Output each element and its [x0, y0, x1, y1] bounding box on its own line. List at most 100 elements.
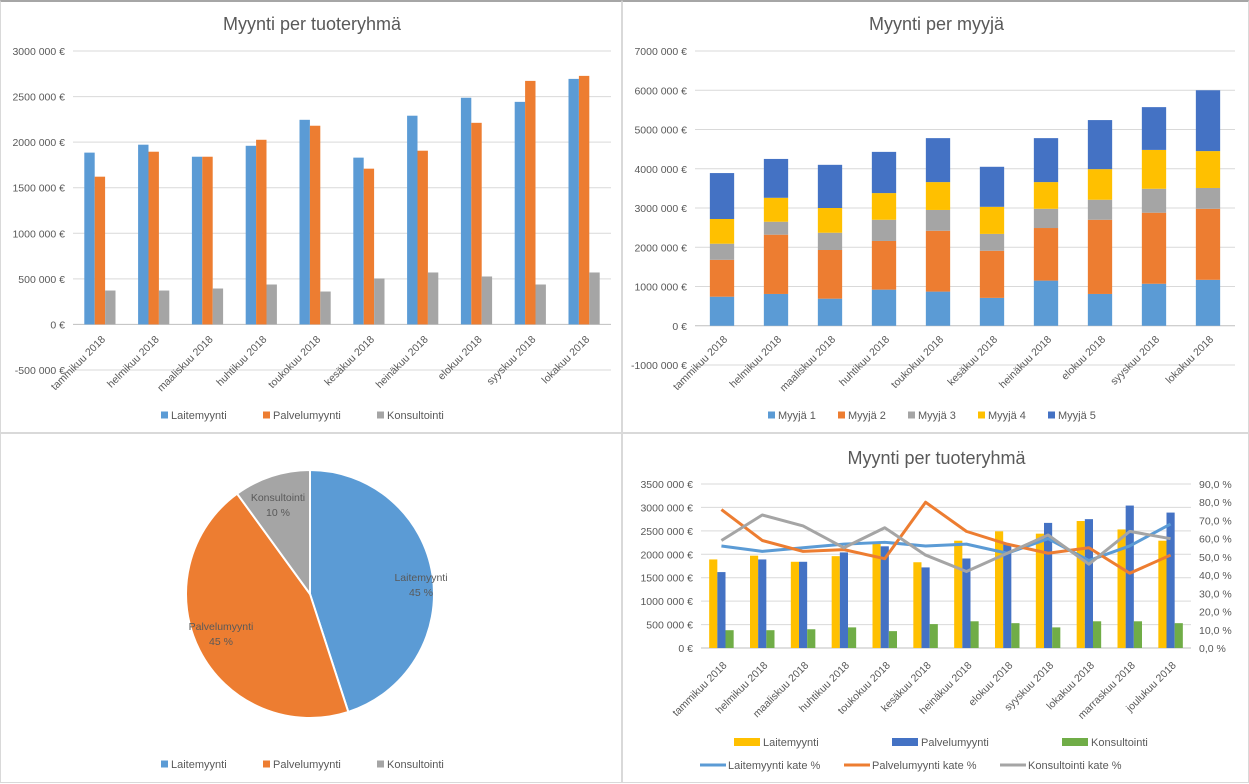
legend-label-palvelumyynti: Palvelumyynti [273, 410, 341, 422]
bar-konsultointi [970, 621, 979, 648]
legend-swatch-palvelumyynti [892, 738, 918, 746]
y-tick-label: -500 000 € [15, 365, 65, 377]
pie-slice-palvelumyynti [185, 492, 350, 719]
pie-pct-palvelumyynti: 45 % [209, 636, 233, 648]
bar-palvelumyynti [471, 122, 482, 325]
legend-swatch-palvelumyynti [263, 760, 270, 768]
legend-label-palvelumyynti: Palvelumyynti [273, 759, 341, 771]
legend-swatch-konsultointi [377, 760, 384, 768]
bar-myyj-4 [1141, 149, 1167, 189]
chart-title: Myynti per tuoteryhmä [223, 14, 402, 34]
y-tick-label: 0 € [50, 319, 65, 331]
bar-palvelumyynti [1084, 519, 1093, 648]
legend-label-myyj-1: Myyjä 1 [778, 410, 816, 422]
y-tick-label: 0 € [672, 321, 687, 333]
legend-swatch-palvelumyynti [263, 411, 270, 419]
chart-panel-sales-and-margin-combo[interactable]: Myynti per tuoteryhmä 0 € 500 000 € 1000 00… [622, 433, 1249, 783]
bar-laitemyynti [138, 144, 149, 325]
bar-laitemyynti [353, 157, 364, 325]
bar-myyj-1 [709, 296, 735, 326]
bar-laitemyynti [514, 101, 526, 325]
bar-konsultointi [1011, 623, 1020, 648]
bar-palvelumyynti [202, 156, 213, 325]
bar-myyj-4 [979, 206, 1005, 234]
bar-laitemyynti [191, 156, 203, 325]
bar-konsultointi [848, 627, 857, 648]
legend-label-konsultointi: Konsultointi [1091, 737, 1148, 749]
legend-label-myyj-4: Myyjä 4 [988, 410, 1026, 422]
legend-swatch-konsultointi [1062, 738, 1088, 746]
chart-title: Myynti per tuoteryhmä [847, 448, 1026, 468]
bar-myyj-5 [1195, 90, 1221, 152]
legend-swatch-myyj-3 [908, 411, 915, 419]
chart-panel-sales-by-product-group[interactable]: Myynti per tuoteryhmä -500 000 € 0 € 500 00… [0, 0, 622, 433]
bar-myyj-2 [817, 249, 843, 299]
bar-laitemyynti [460, 97, 472, 325]
bar-palvelumyynti [309, 125, 321, 325]
bar-myyj-4 [925, 182, 951, 210]
bar-laitemyynti [954, 540, 963, 648]
legend-swatch-laitemyynti [161, 411, 168, 419]
y-tick-label: 1500 000 € [640, 573, 693, 585]
pie-slice-laitemyynti [309, 468, 435, 714]
bar-myyj-3 [709, 243, 735, 260]
bar-myyj-3 [979, 233, 1005, 251]
bar-myyj-4 [763, 197, 789, 222]
y2-tick-label: 10,0 % [1199, 625, 1232, 637]
bar-konsultointi [888, 631, 897, 648]
y-tick-label: 3500 000 € [640, 479, 693, 491]
bar-konsultointi [1174, 623, 1183, 648]
pie-label-konsultointi: Konsultointi [251, 492, 305, 504]
bar-myyj-4 [871, 193, 897, 220]
bar-konsultointi [1093, 621, 1102, 648]
bar-myyj-2 [1033, 228, 1059, 281]
bar-palvelumyynti [363, 168, 375, 325]
chart-panel-sales-by-seller[interactable]: Myynti per myyjä -1000 000 € 0 € 1000 000 €… [622, 0, 1249, 433]
bar-konsultointi [807, 629, 816, 648]
bar-myyj-2 [871, 240, 897, 290]
bar-palvelumyynti [1044, 522, 1053, 648]
bar-konsultointi [158, 290, 170, 325]
x-tick-label: maaliskuu 2018 [778, 334, 839, 395]
bar-palvelumyynti [1003, 544, 1012, 648]
y2-tick-label: 60,0 % [1199, 534, 1232, 546]
legend-swatch-myyj-5 [1048, 411, 1055, 419]
pie-label-laitemyynti: Laitemyynti [394, 572, 447, 584]
legend-label-laitemyynti-kate: Laitemyynti kate % [728, 760, 821, 772]
bar-laitemyynti [995, 531, 1004, 648]
chart-panel-sales-share-pie[interactable]: Laitemyynti 45 % Palvelumyynti 45 % Konsulto… [0, 433, 622, 783]
pie-pct-laitemyynti: 45 % [409, 587, 433, 599]
bar-myyj-2 [1195, 208, 1221, 280]
y-tick-label: 3000 000 € [634, 203, 687, 215]
bar-laitemyynti [709, 559, 718, 648]
bar-myyj-4 [1087, 169, 1113, 200]
bar-laitemyynti [831, 556, 840, 648]
legend-label-palvelumyynti-kate: Palvelumyynti kate % [872, 760, 977, 772]
chart-title: Myynti per myyjä [869, 14, 1005, 34]
y-tick-label: 2000 000 € [634, 242, 687, 254]
bar-myyj-1 [1141, 283, 1167, 326]
bar-myyj-1 [817, 298, 843, 326]
legend-swatch-laitemyynti [734, 738, 760, 746]
pie-pct-konsultointi: 10 % [266, 507, 290, 519]
bar-konsultointi [266, 284, 277, 325]
bar-laitemyynti [568, 78, 579, 325]
y-tick-label: 7000 000 € [634, 46, 687, 58]
bar-myyj-4 [1033, 182, 1059, 209]
y-tick-label: 1000 000 € [634, 282, 687, 294]
x-tick-label: kesäkuu 2018 [945, 334, 1000, 389]
bar-laitemyynti [790, 561, 799, 648]
bar-laitemyynti [1158, 540, 1167, 648]
x-tick-label: helmikuu 2018 [727, 334, 784, 391]
bar-laitemyynti [1035, 533, 1044, 648]
legend-swatch-myyj-4 [978, 411, 985, 419]
line-palvelumyynti-kate [720, 500, 1172, 575]
bar-konsultointi [535, 284, 546, 325]
bar-myyj-1 [1087, 293, 1113, 326]
bar-konsultointi [1133, 621, 1142, 648]
y2-tick-label: 30,0 % [1199, 588, 1232, 600]
stacked-bar-chart-sales-by-seller: Myynti per myyjä -1000 000 € 0 € 1000 000 €… [631, 14, 1235, 422]
bar-palvelumyynti [1125, 505, 1134, 648]
legend-label-laitemyynti: Laitemyynti [171, 410, 227, 422]
x-tick-label: syyskuu 2018 [1108, 334, 1162, 388]
